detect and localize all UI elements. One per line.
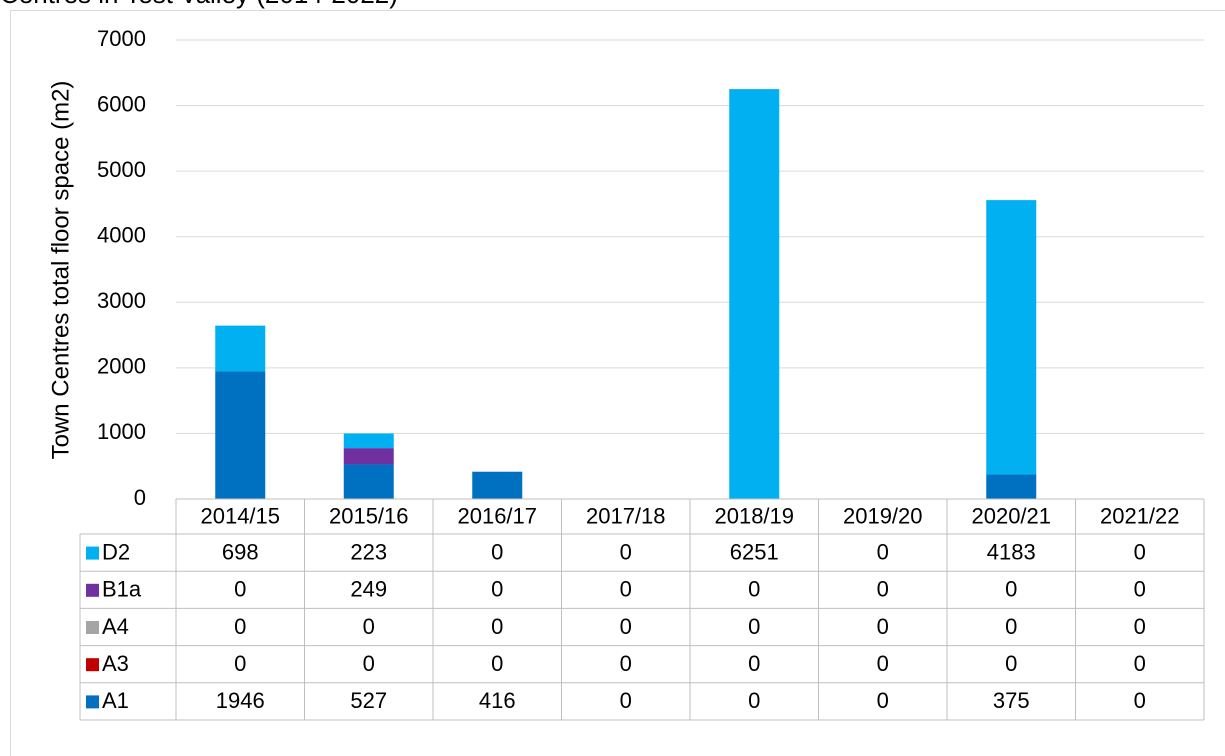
table-value: 0	[491, 614, 503, 639]
table-value: 0	[234, 651, 246, 676]
table-value: 0	[491, 539, 503, 564]
table-value: 0	[620, 539, 632, 564]
bar-segment	[343, 433, 394, 449]
table-value: 0	[363, 614, 375, 639]
x-tick-label: 2020/21	[971, 503, 1051, 528]
legend-label: A3	[102, 651, 129, 676]
table-value: 0	[1134, 577, 1146, 602]
table-value: 0	[877, 539, 889, 564]
bar-segment	[215, 325, 266, 372]
table-value: 0	[234, 577, 246, 602]
table-value: 6251	[730, 539, 779, 564]
table-value: 0	[620, 577, 632, 602]
table-value: 0	[1134, 614, 1146, 639]
table-value: 0	[877, 651, 889, 676]
table-value: 0	[491, 577, 503, 602]
bar-segment	[986, 200, 1037, 475]
table-value: 0	[877, 614, 889, 639]
bar-segment	[343, 448, 394, 465]
y-tick-label: 0	[134, 485, 146, 510]
y-axis-label: Town Centres total floor space (m2)	[47, 81, 74, 460]
legend-swatch	[86, 695, 99, 709]
table-value: 0	[877, 688, 889, 713]
y-tick-label: 2000	[97, 354, 146, 379]
x-tick-label: 2017/18	[586, 503, 666, 528]
legend-label: B1a	[102, 577, 142, 602]
bar-segment	[472, 471, 523, 499]
table-value: 0	[234, 614, 246, 639]
x-tick-label: 2018/19	[714, 503, 794, 528]
table-value: 0	[1134, 539, 1146, 564]
table-value: 0	[748, 577, 760, 602]
legend-swatch	[86, 621, 99, 634]
bar-segment	[343, 464, 394, 499]
legend-swatch	[86, 546, 99, 560]
table-value: 4183	[987, 539, 1036, 564]
y-tick-label: 7000	[97, 26, 146, 51]
legend-label: A1	[102, 688, 129, 713]
y-tick-label: 5000	[97, 157, 146, 182]
table-value: 0	[748, 651, 760, 676]
legend-swatch	[86, 583, 99, 597]
legend-label: D2	[102, 539, 130, 564]
table-value: 249	[350, 577, 387, 602]
table-value: 0	[877, 577, 889, 602]
table-value: 0	[1005, 614, 1017, 639]
x-tick-label: 2019/20	[843, 503, 923, 528]
table-value: 0	[363, 651, 375, 676]
legend-label: A4	[102, 614, 129, 639]
table-value: 416	[479, 688, 516, 713]
chart-frame	[10, 10, 1225, 756]
table-value: 375	[993, 688, 1030, 713]
chart-title: Centres in Test Valley (2014-2022)	[0, 0, 398, 9]
table-value: 0	[748, 614, 760, 639]
table-value: 0	[1134, 651, 1146, 676]
bar-segment	[215, 371, 266, 499]
table-value: 0	[748, 688, 760, 713]
table-value: 1946	[216, 688, 265, 713]
x-tick-label: 2014/15	[200, 503, 280, 528]
bar-segment	[986, 474, 1037, 499]
table-value: 0	[1134, 688, 1146, 713]
table-value: 0	[1005, 577, 1017, 602]
table-value: 0	[491, 651, 503, 676]
y-tick-label: 4000	[97, 223, 146, 248]
legend-swatch	[86, 658, 99, 672]
x-tick-label: 2015/16	[329, 503, 409, 528]
table-value: 0	[1005, 651, 1017, 676]
x-tick-label: 2021/22	[1100, 503, 1180, 528]
table-value: 0	[620, 688, 632, 713]
table-value: 223	[350, 539, 387, 564]
table-value: 0	[620, 651, 632, 676]
y-tick-label: 3000	[97, 288, 146, 313]
table-value: 0	[620, 614, 632, 639]
x-tick-label: 2016/17	[457, 503, 537, 528]
y-tick-label: 6000	[97, 91, 146, 116]
table-value: 527	[350, 688, 387, 713]
table-value: 698	[222, 539, 259, 564]
bar-segment	[729, 89, 780, 499]
y-tick-label: 1000	[97, 419, 146, 444]
